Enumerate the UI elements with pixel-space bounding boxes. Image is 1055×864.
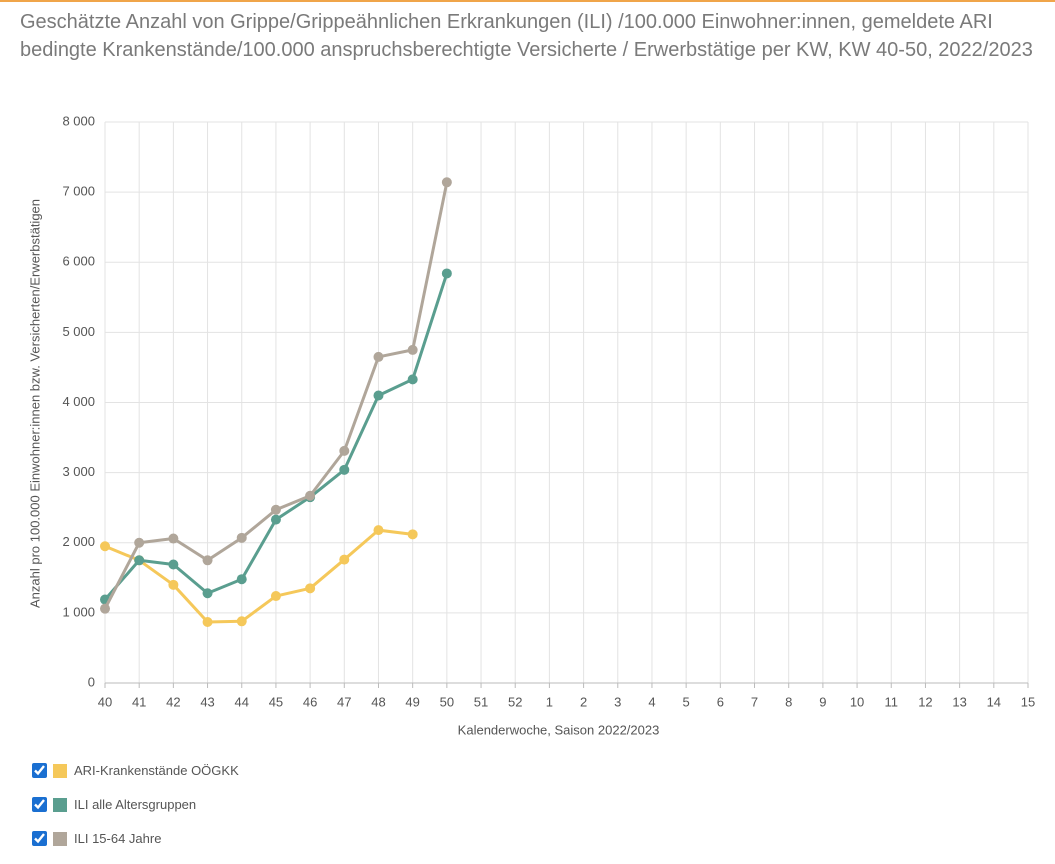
x-tick-label: 10 <box>850 694 864 709</box>
data-point <box>168 533 179 544</box>
data-point <box>202 555 213 566</box>
legend-swatch <box>53 797 67 812</box>
y-tick-label: 5 000 <box>62 324 95 339</box>
legend: ARI-Krankenstände OÖGKK ILI alle Altersgr… <box>30 762 239 864</box>
data-point <box>373 351 384 362</box>
chart: 0 1 000 2 000 3 000 4 000 5 000 6 000 7 000 8 00… <box>27 113 1035 737</box>
legend-item[interactable]: ARI-Krankenstände OÖGKK <box>30 762 239 779</box>
x-tick-label: 7 <box>751 694 758 709</box>
legend-label: ILI 15-64 Jahre <box>74 831 162 846</box>
x-tick-label: 14 <box>987 694 1001 709</box>
x-tick-label: 3 <box>614 694 621 709</box>
data-point <box>441 268 452 279</box>
data-point <box>202 616 213 627</box>
legend-label: ILI alle Altersgruppen <box>74 797 197 812</box>
y-tick-label: 7 000 <box>62 184 95 199</box>
y-tick-label: 6 000 <box>62 254 95 269</box>
x-tick-label: 51 <box>474 694 488 709</box>
y-tick-label: 4 000 <box>62 394 95 409</box>
data-point <box>441 177 452 188</box>
x-tick-label: 42 <box>166 694 180 709</box>
data-point <box>236 574 247 585</box>
y-tick-label: 2 000 <box>62 534 95 549</box>
x-tick-label: 2 <box>580 694 587 709</box>
data-point <box>100 603 110 614</box>
chart-title: Geschätzte Anzahl von Grippe/Grippeähnli… <box>20 11 1033 61</box>
x-tick-label: 43 <box>200 694 214 709</box>
x-tick-label: 46 <box>303 694 317 709</box>
legend-item[interactable]: ILI alle Altersgruppen <box>30 796 239 813</box>
x-tick-label: 52 <box>508 694 522 709</box>
legend-swatch <box>53 763 67 778</box>
x-tick-label: 45 <box>269 694 283 709</box>
data-point <box>407 529 418 540</box>
y-tick-label: 1 000 <box>62 604 95 619</box>
x-tick-label: 13 <box>952 694 966 709</box>
y-tick-label: 8 000 <box>62 113 95 128</box>
x-tick-label: 50 <box>440 694 454 709</box>
data-point <box>305 583 316 594</box>
x-tick-label: 41 <box>132 694 146 709</box>
legend-checkbox[interactable] <box>32 831 47 846</box>
x-tick-label: 11 <box>885 694 899 709</box>
x-tick-label: 1 <box>546 694 553 709</box>
legend-item[interactable]: ILI 15-64 Jahre <box>30 830 239 847</box>
x-tick-label: 5 <box>683 694 690 709</box>
x-tick-label: 44 <box>235 694 249 709</box>
x-tick-label: 6 <box>717 694 724 709</box>
data-point <box>134 555 145 566</box>
legend-label: ARI-Krankenstände OÖGKK <box>74 763 239 778</box>
x-tick-label: 15 <box>1021 694 1035 709</box>
x-tick-label: 49 <box>405 694 419 709</box>
data-point <box>339 445 350 456</box>
data-point <box>407 344 418 355</box>
data-point <box>202 588 213 599</box>
data-point <box>407 374 418 385</box>
data-point <box>339 464 350 475</box>
data-point <box>100 541 110 552</box>
x-tick-label: 8 <box>785 694 792 709</box>
data-point <box>168 579 179 590</box>
y-tick-label: 3 000 <box>62 464 95 479</box>
legend-swatch <box>53 831 67 846</box>
data-point <box>270 591 281 602</box>
x-tick-label: 4 <box>648 694 655 709</box>
data-point <box>270 514 281 525</box>
legend-checkbox[interactable] <box>32 763 47 778</box>
data-point <box>305 490 316 501</box>
data-point <box>339 554 350 565</box>
y-tick-label: 0 <box>88 674 95 689</box>
x-axis-label: Kalenderwoche, Saison 2022/2023 <box>458 722 660 737</box>
x-tick-label: 9 <box>819 694 826 709</box>
data-point <box>236 532 247 543</box>
x-tick-label: 40 <box>98 694 112 709</box>
data-point <box>134 537 145 548</box>
data-point <box>373 525 384 536</box>
data-point <box>373 390 384 401</box>
x-tick-label: 47 <box>337 694 351 709</box>
legend-checkbox[interactable] <box>32 797 47 812</box>
y-axis-label: Anzahl pro 100.000 Einwohner:innen bzw. … <box>27 199 42 608</box>
data-point <box>236 616 247 627</box>
series-line <box>104 528 413 624</box>
x-tick-label: 12 <box>918 694 932 709</box>
data-point <box>270 504 281 515</box>
data-point <box>168 559 179 570</box>
x-tick-label: 48 <box>371 694 385 709</box>
